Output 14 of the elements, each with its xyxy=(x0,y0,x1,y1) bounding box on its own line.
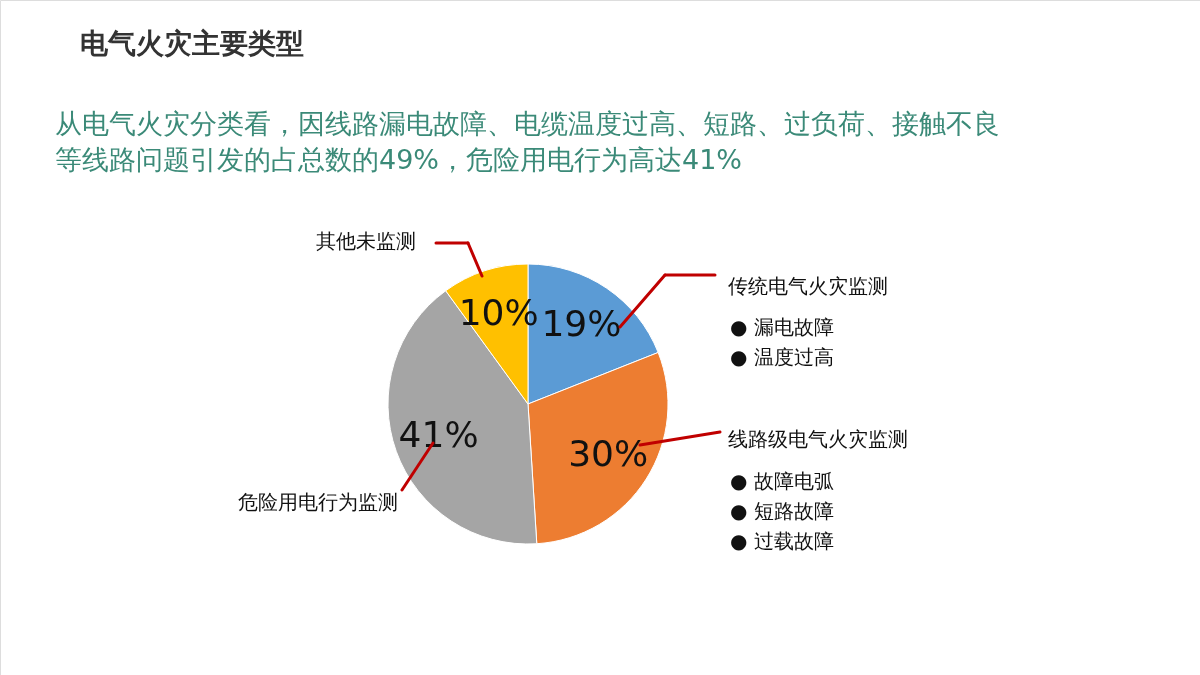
text: ● 短路故障 xyxy=(730,499,834,523)
chart-subtitle: 从电气火灾分类看，因线路漏电故障、电缆温度过高、短路、过负荷、接触不良等线路问题引发的占总数的49%，危险用电行为高达41% xyxy=(55,108,1000,175)
text: ● 过载故障 xyxy=(730,529,834,553)
text: ● 温度过高 xyxy=(730,345,834,369)
data-label: 41% xyxy=(398,414,479,456)
slice-label: 传统电气火灾监测 xyxy=(728,274,888,298)
slice-label: 其他未监测 xyxy=(316,229,416,253)
slice-label: 线路级电气火灾监测 xyxy=(728,427,908,451)
text: ● 故障电弧 xyxy=(730,469,834,493)
slice-label: 危险用电行为监测 xyxy=(238,490,398,514)
text: ● 漏电故障 xyxy=(730,315,834,339)
data-label: 30% xyxy=(568,432,649,474)
chart-title: 电气火灾主要类型 xyxy=(80,27,304,60)
data-label: 19% xyxy=(541,303,622,345)
